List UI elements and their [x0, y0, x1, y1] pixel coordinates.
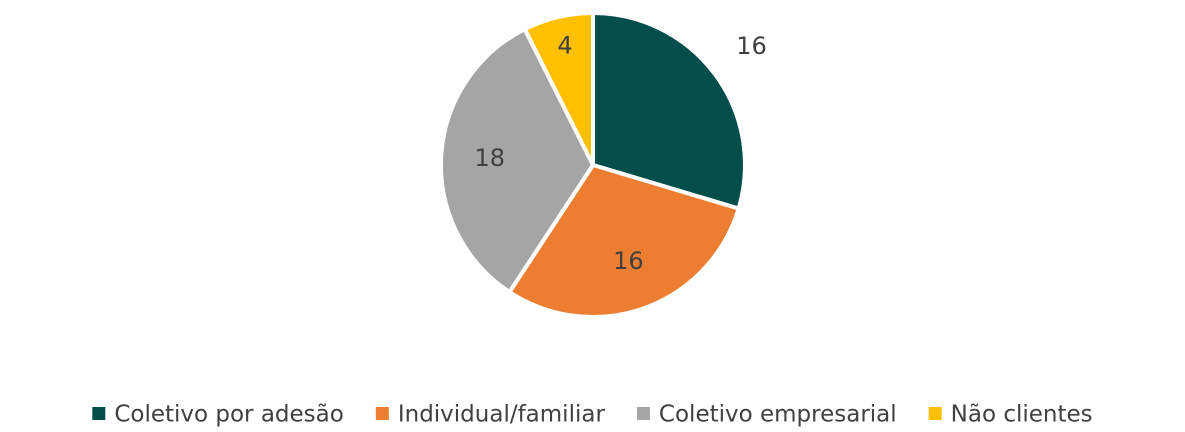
- pie-slice: [439, 27, 595, 294]
- legend-swatch: [636, 407, 650, 420]
- legend-label: Coletivo por adesão: [114, 402, 344, 428]
- legend-swatch: [92, 407, 106, 420]
- data-label: 4: [557, 32, 572, 60]
- legend-swatch: [375, 407, 389, 420]
- data-label: 16: [613, 247, 644, 275]
- data-label: 16: [736, 32, 767, 60]
- legend-label: Coletivo empresarial: [659, 402, 897, 428]
- pie-slice: [507, 163, 741, 319]
- data-label: 18: [475, 144, 506, 172]
- legend-label: Não clientes: [951, 402, 1093, 428]
- pie-slice: [591, 11, 747, 211]
- pie-slice: [522, 11, 595, 167]
- legend-swatch: [928, 407, 942, 420]
- legend-label: Individual/familiar: [398, 402, 606, 428]
